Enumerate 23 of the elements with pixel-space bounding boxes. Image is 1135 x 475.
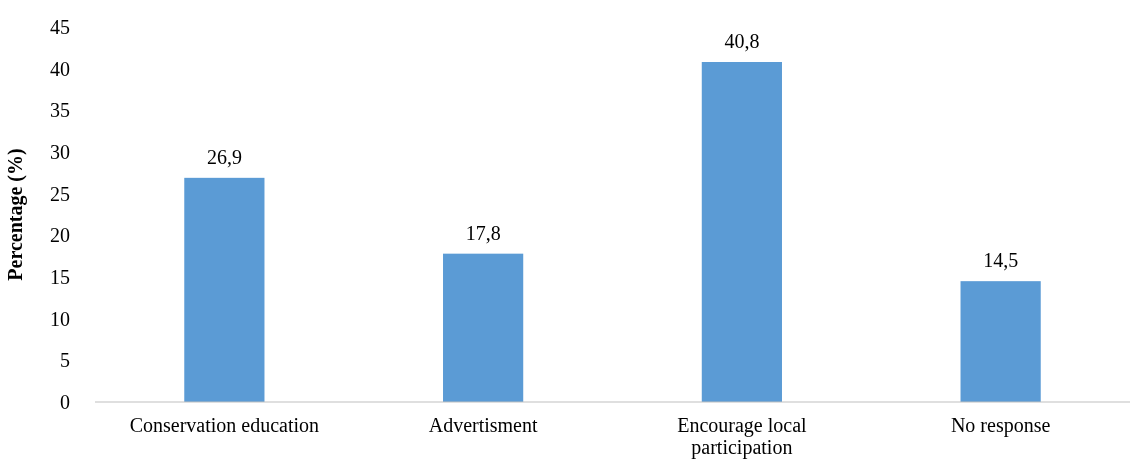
data-label: 14,5 [983, 249, 1019, 272]
x-tick-label: Encourage local participation [677, 414, 808, 459]
bar [701, 62, 782, 402]
data-label: 17,8 [465, 221, 501, 244]
bar [960, 281, 1041, 402]
y-tick-label: 20 [50, 224, 70, 247]
y-tick-label: 15 [50, 266, 70, 288]
bar [184, 177, 265, 402]
x-tick-label: Advertisment [428, 414, 538, 436]
x-tick-label: Conservation education [129, 414, 320, 436]
y-tick-label: 35 [50, 99, 70, 122]
y-tick-label: 45 [50, 16, 70, 38]
bar [443, 253, 524, 402]
x-tick-label: No response [950, 414, 1051, 437]
data-label: 40,8 [724, 30, 760, 52]
y-axis-title: Percentage (%) [4, 148, 27, 281]
y-tick-label: 40 [50, 57, 70, 80]
data-label: 26,9 [206, 145, 242, 168]
y-tick-label: 5 [60, 349, 70, 372]
y-tick-label: 0 [60, 391, 70, 413]
y-tick-label: 25 [50, 182, 70, 205]
y-tick-label: 10 [50, 307, 70, 330]
y-tick-label: 30 [50, 141, 70, 163]
